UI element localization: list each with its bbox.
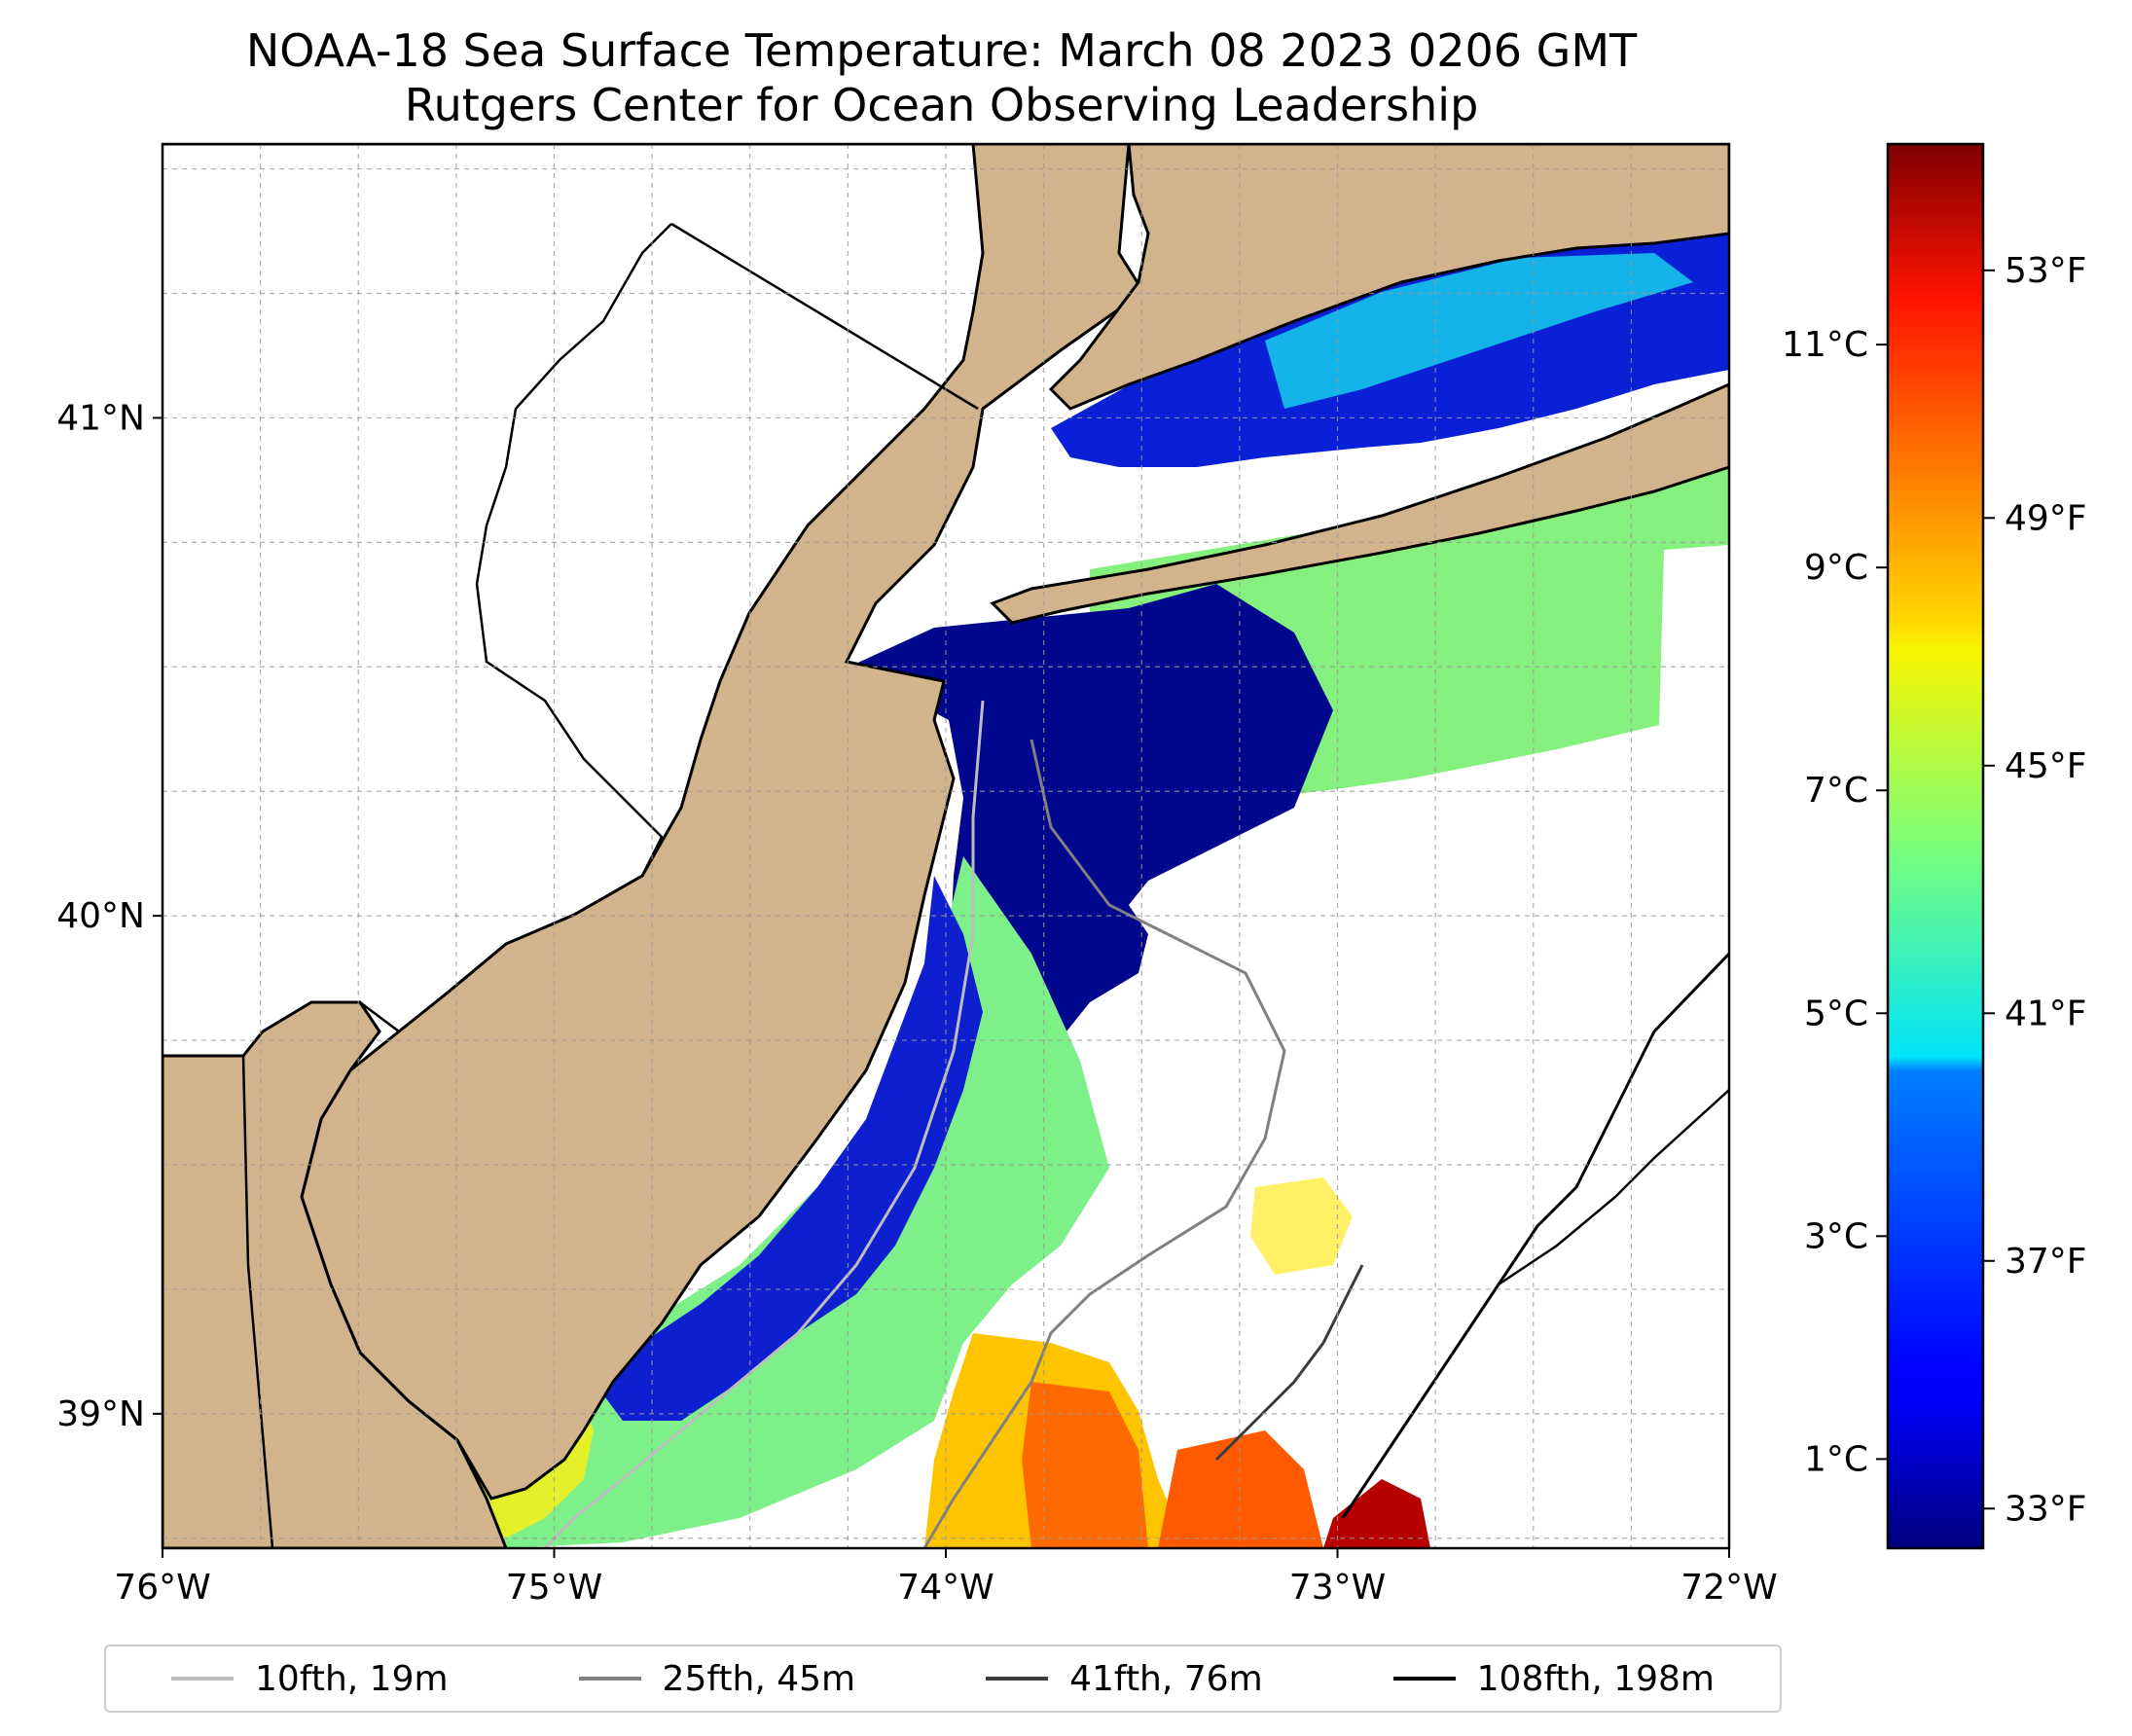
map-axis-ticks: 76°W 75°W 74°W 73°W 72°W 41°N 40°N 39°N [56, 398, 1777, 1608]
y-tick-label: 39°N [56, 1394, 145, 1434]
colorbar-celsius-tick-label: 7°C [1804, 771, 1868, 811]
colorbar-fahrenheit-tick-label: 49°F [2005, 498, 2087, 538]
legend-label-108fth: 108fth, 198m [1476, 1658, 1715, 1699]
legend-label-41fth: 41fth, 76m [1069, 1658, 1263, 1699]
contour-legend: 10fth, 19m 25fth, 45m 41fth, 76m 108fth,… [104, 1645, 1782, 1713]
bathymetry-contour-76m [1214, 1264, 1364, 1462]
sst-field-warm-southeast [1158, 1430, 1323, 1548]
y-tick-label: 40°N [56, 896, 145, 936]
land-pennsylvania-newjersey [163, 144, 1146, 1501]
colorbar-celsius-tick-label: 3°C [1804, 1216, 1868, 1256]
colorbar-celsius-tick-label: 9°C [1804, 548, 1868, 588]
sst-field-warm-orange [1022, 1382, 1148, 1548]
x-tick-label: 72°W [1680, 1568, 1777, 1608]
legend-item: 25fth, 45m [578, 1658, 856, 1699]
land-connecticut [1048, 144, 1729, 411]
legend-item: 108fth, 198m [1392, 1658, 1715, 1699]
colorbar-fahrenheit-tick-label: 33°F [2005, 1489, 2087, 1529]
land-delmarva [163, 1000, 508, 1548]
chart-title: NOAA-18 Sea Surface Temperature: March 0… [245, 24, 1638, 77]
legend-item: 41fth, 76m [986, 1659, 1263, 1699]
colorbar-celsius-tick-label: 1°C [1804, 1439, 1868, 1479]
colorbar-fahrenheit-tick-label: 45°F [2005, 746, 2087, 786]
x-tick-label: 76°W [114, 1568, 210, 1608]
state-border-pa-de [163, 1054, 274, 1548]
x-tick-label: 74°W [897, 1568, 994, 1608]
legend-swatch-41fth [986, 1677, 1049, 1681]
sst-field-coastal-blue [594, 876, 983, 1421]
colorbar-fahrenheit-tick-label: 53°F [2005, 251, 2087, 291]
bathymetry-contour-198m [1341, 952, 1729, 1519]
x-tick-label: 75°W [506, 1568, 602, 1608]
state-border-pa-nj-upper [359, 223, 672, 1033]
sst-field-longisland-sound-cyan [1265, 253, 1693, 409]
legend-label-10fth: 10fth, 19m [255, 1658, 449, 1699]
chart-subtitle: Rutgers Center for Ocean Observing Leade… [404, 79, 1479, 131]
sst-field-patch-east [1250, 1177, 1353, 1275]
colorbar-celsius-tick-label: 11°C [1782, 325, 1868, 365]
legend-swatch-108fth [1392, 1677, 1456, 1681]
y-tick-label: 41°N [56, 398, 145, 438]
colorbar-fahrenheit-tick-label: 41°F [2005, 994, 2087, 1033]
legend-swatch-25fth [578, 1677, 641, 1681]
state-border-ny-nj [670, 222, 979, 411]
colorbar-celsius-ticks: 1°C 3°C 5°C 7°C 9°C 11°C [1782, 325, 1888, 1479]
sst-field-hot-patch [1323, 1479, 1430, 1548]
colorbar-celsius-tick-label: 5°C [1804, 994, 1868, 1033]
legend-label-25fth: 25fth, 45m [662, 1658, 856, 1699]
colorbar-fahrenheit-ticks: 33°F 37°F 41°F 45°F 49°F 53°F [1983, 251, 2087, 1529]
land-longisland [990, 382, 1729, 625]
x-tick-label: 73°W [1289, 1568, 1386, 1608]
legend-swatch-10fth [171, 1677, 234, 1681]
legend-item: 10fth, 19m [171, 1659, 449, 1699]
colorbar-gradient [1886, 142, 1985, 1550]
bathymetry-contour-19m [543, 700, 985, 1548]
bathymetry-contour-45m [922, 739, 1286, 1548]
colorbar-fahrenheit-tick-label: 37°F [2005, 1242, 2087, 1282]
bathymetry-contour-198m-canyon [1498, 1089, 1729, 1286]
